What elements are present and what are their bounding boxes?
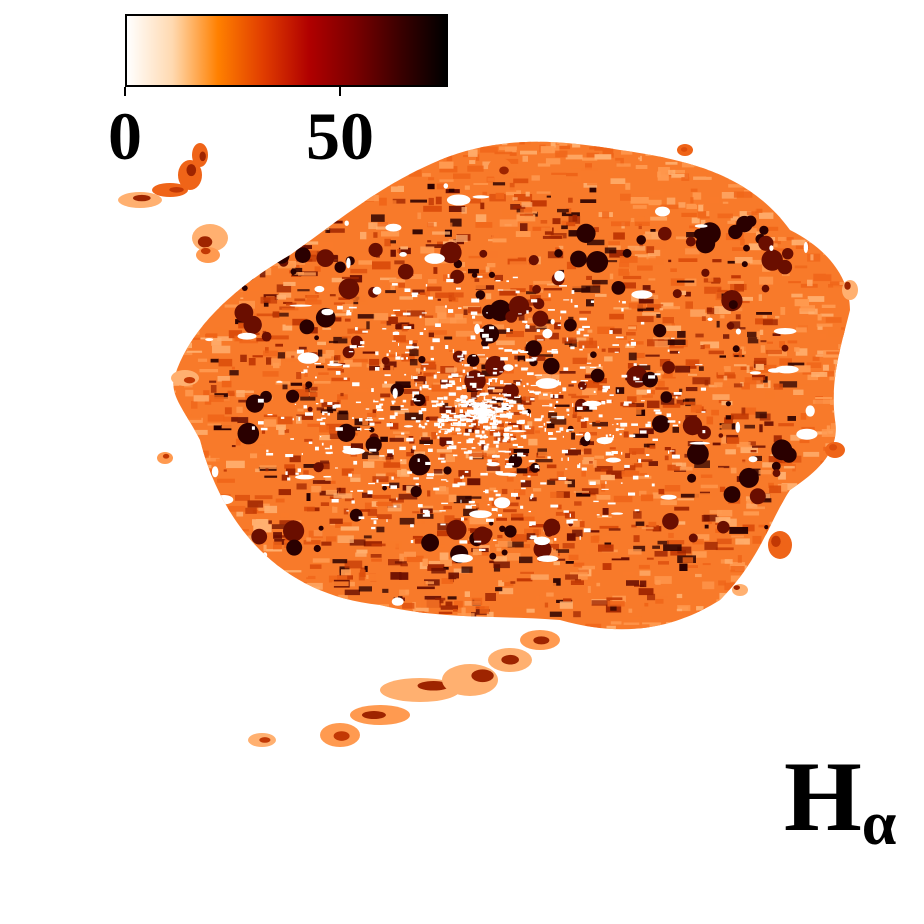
- colorbar: [125, 14, 448, 87]
- colorbar-tick-50: [339, 87, 341, 96]
- outer-filaments: [118, 143, 858, 747]
- emission-line-subscript: α: [861, 790, 897, 858]
- emission-line-symbol: H: [784, 741, 862, 852]
- colorbar-tick-label-50: 50: [306, 98, 374, 174]
- colorbar-tick-label-0: 0: [108, 98, 142, 174]
- emission-line-label: Hα: [784, 742, 896, 865]
- colorbar-tick-0: [124, 87, 126, 96]
- low-emission-gaps: [205, 156, 830, 606]
